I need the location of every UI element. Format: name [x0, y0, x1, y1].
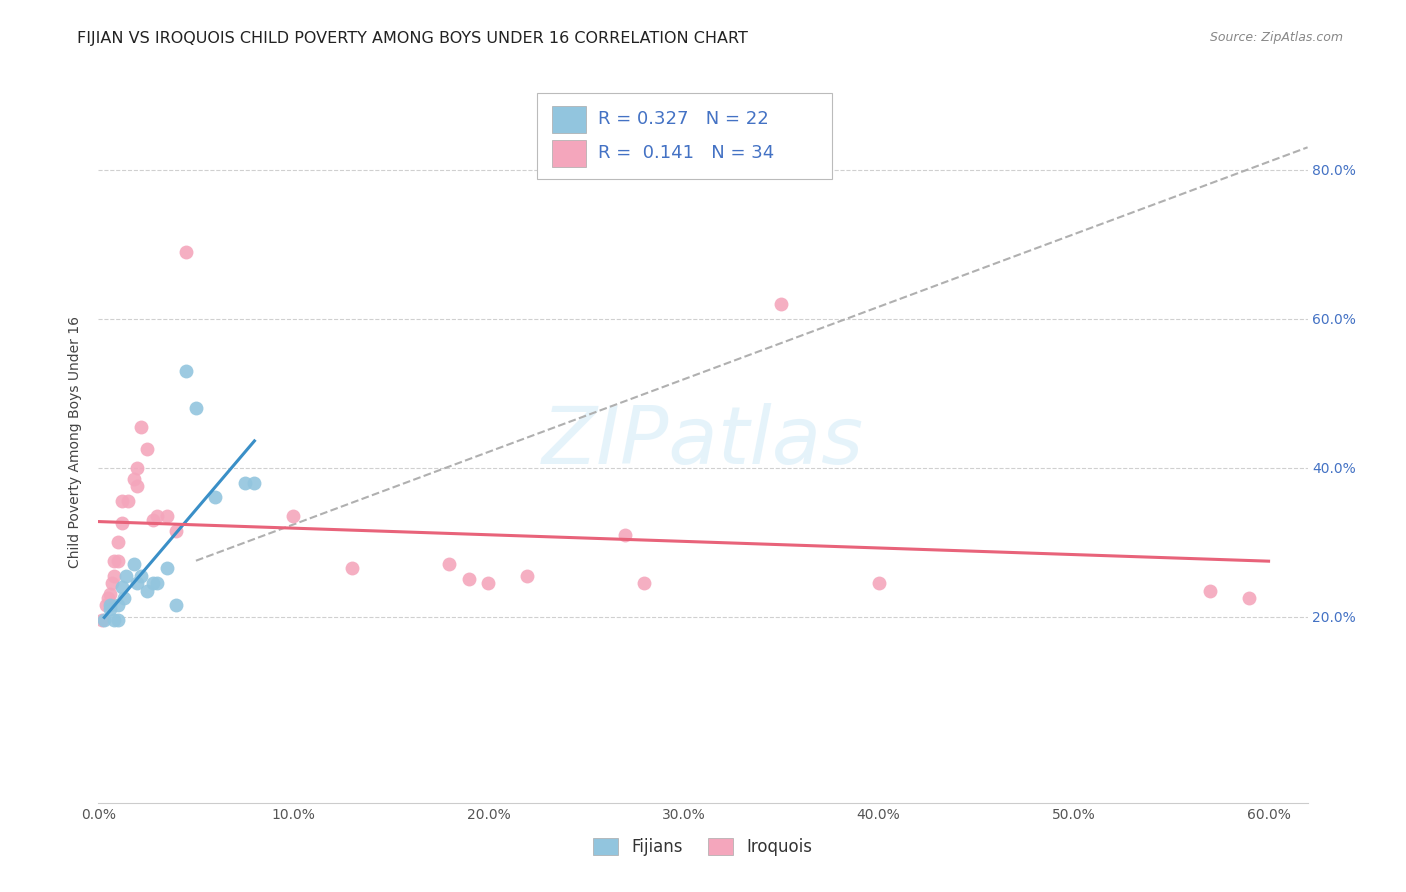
- Point: [103, 554, 125, 568]
- Point: [1199, 583, 1222, 598]
- Point: [142, 513, 165, 527]
- Point: [131, 568, 153, 582]
- Point: [146, 576, 169, 591]
- Point: [107, 535, 129, 549]
- FancyBboxPatch shape: [551, 105, 586, 133]
- Point: [165, 524, 187, 538]
- Y-axis label: Child Poverty Among Boys Under 16: Child Poverty Among Boys Under 16: [69, 316, 83, 567]
- Point: [614, 527, 637, 541]
- Point: [122, 558, 145, 572]
- Point: [97, 591, 120, 605]
- Point: [107, 613, 129, 627]
- Text: FIJIAN VS IROQUOIS CHILD POVERTY AMONG BOYS UNDER 16 CORRELATION CHART: FIJIAN VS IROQUOIS CHILD POVERTY AMONG B…: [77, 31, 748, 46]
- Legend: Fijians, Iroquois: Fijians, Iroquois: [586, 831, 820, 863]
- Point: [103, 613, 125, 627]
- Point: [165, 599, 187, 613]
- Point: [458, 572, 481, 586]
- Point: [633, 576, 655, 591]
- Point: [96, 599, 118, 613]
- Point: [142, 576, 165, 591]
- Point: [174, 244, 197, 259]
- Point: [233, 475, 256, 490]
- Point: [117, 494, 139, 508]
- Point: [136, 583, 159, 598]
- Point: [127, 479, 149, 493]
- Point: [107, 599, 129, 613]
- Point: [98, 587, 121, 601]
- Point: [184, 401, 207, 415]
- Point: [107, 554, 129, 568]
- Point: [111, 516, 134, 531]
- Point: [439, 558, 461, 572]
- Point: [516, 568, 538, 582]
- Point: [127, 460, 149, 475]
- Point: [122, 472, 145, 486]
- Point: [156, 561, 179, 575]
- Point: [283, 509, 305, 524]
- Point: [136, 442, 159, 456]
- Point: [127, 576, 149, 591]
- Point: [112, 591, 135, 605]
- Point: [91, 613, 114, 627]
- Point: [114, 568, 136, 582]
- Point: [101, 576, 124, 591]
- Point: [98, 599, 121, 613]
- Point: [131, 419, 153, 434]
- Text: R = 0.327   N = 22: R = 0.327 N = 22: [598, 111, 769, 128]
- Point: [868, 576, 890, 591]
- Text: ZIPatlas: ZIPatlas: [541, 402, 865, 481]
- FancyBboxPatch shape: [551, 139, 586, 167]
- Point: [111, 580, 134, 594]
- Point: [769, 297, 792, 311]
- Point: [146, 509, 169, 524]
- FancyBboxPatch shape: [537, 94, 832, 179]
- Text: R =  0.141   N = 34: R = 0.141 N = 34: [598, 145, 775, 162]
- Point: [1237, 591, 1260, 605]
- Point: [156, 509, 179, 524]
- Point: [243, 475, 266, 490]
- Point: [103, 568, 125, 582]
- Point: [174, 364, 197, 378]
- Point: [477, 576, 499, 591]
- Text: Source: ZipAtlas.com: Source: ZipAtlas.com: [1209, 31, 1343, 45]
- Point: [340, 561, 363, 575]
- Point: [111, 494, 134, 508]
- Point: [204, 491, 226, 505]
- Point: [98, 602, 121, 616]
- Point: [93, 613, 115, 627]
